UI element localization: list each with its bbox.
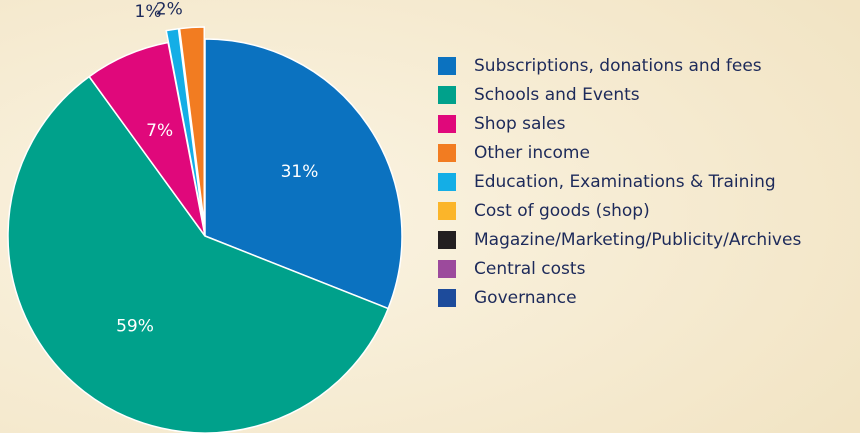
slice-label: 1% [135,2,162,22]
legend-swatch [438,57,456,75]
legend-swatch [438,144,456,162]
legend-label: Shop sales [474,114,566,134]
pie-slice [178,26,205,225]
legend-label: Cost of goods (shop) [474,201,650,221]
legend-label: Education, Examinations & Training [474,172,776,192]
legend-swatch [438,173,456,191]
legend-swatch [438,202,456,220]
slice-label: 31% [281,162,319,182]
pie-slice [7,75,390,433]
legend-swatch [438,260,456,278]
legend-swatch [438,86,456,104]
legend-swatch [438,115,456,133]
legend-label: Subscriptions, donations and fees [474,56,762,76]
slice-label: 7% [146,121,173,141]
slice-label: 2% [156,0,183,19]
legend-label: Magazine/Marketing/Publicity/Archives [474,230,801,250]
legend-label: Central costs [474,259,586,279]
pie-slice [165,27,204,225]
legend-swatch [438,231,456,249]
legend-label: Governance [474,288,577,308]
legend-label: Other income [474,143,590,163]
slice-label: 59% [116,316,154,336]
legend-label: Schools and Events [474,85,640,105]
legend-swatch [438,289,456,307]
pie-slice [204,38,403,310]
